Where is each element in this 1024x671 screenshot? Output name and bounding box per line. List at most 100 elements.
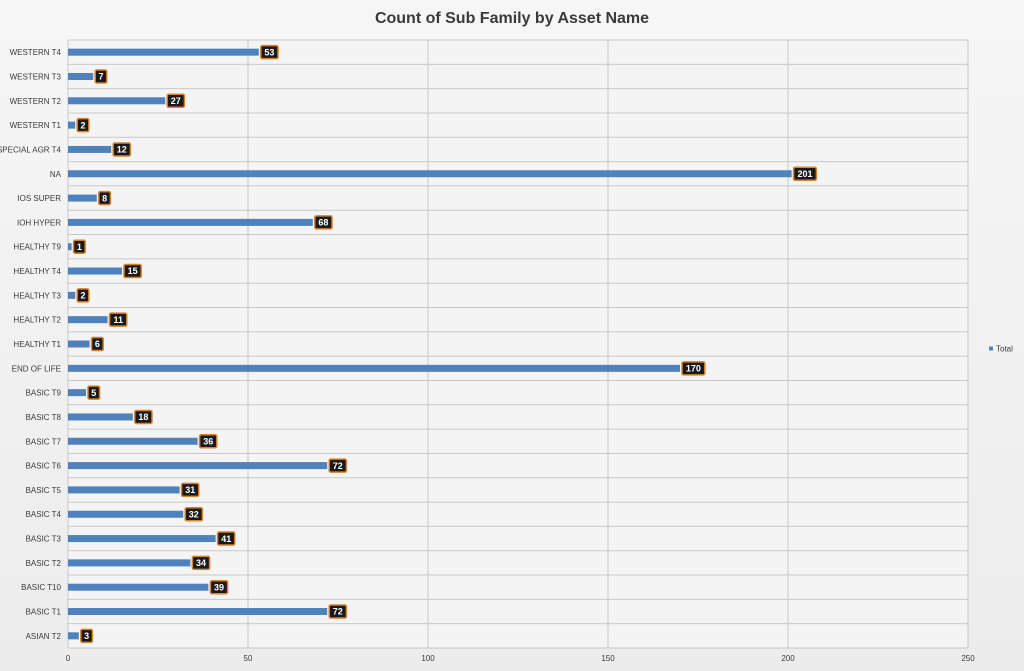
- data-label: 201: [792, 166, 818, 182]
- data-label: 31: [180, 482, 200, 498]
- data-label-box: [328, 604, 348, 619]
- bar: [68, 583, 209, 591]
- x-tick-label: 50: [244, 654, 253, 663]
- data-label: 27: [166, 93, 186, 109]
- data-label-box: [76, 117, 90, 133]
- legend-label: Total: [996, 345, 1013, 354]
- data-label-text: 18: [138, 412, 148, 422]
- data-label-box: [198, 434, 218, 449]
- data-label-box: [123, 263, 142, 279]
- data-label: 7: [94, 69, 108, 84]
- data-label-box: [72, 239, 86, 254]
- category-label: WESTERN T2: [10, 97, 62, 106]
- data-label-box: [792, 166, 818, 182]
- bar: [68, 462, 328, 470]
- data-label-box: [112, 142, 132, 157]
- data-label: 5: [87, 385, 101, 400]
- data-label: 53: [260, 44, 279, 60]
- category-label: IOH HYPER: [17, 218, 61, 227]
- bar: [68, 121, 76, 129]
- x-tick-labels: 0 50 100 150 200 250: [66, 654, 975, 663]
- category-label: IOS SUPER: [17, 194, 61, 203]
- bars: [68, 48, 792, 640]
- bar: [68, 608, 328, 616]
- bar: [68, 364, 680, 372]
- data-label-box: [209, 579, 229, 595]
- bar: [68, 267, 122, 275]
- category-label: NA: [50, 170, 62, 179]
- data-label: 36: [198, 434, 218, 449]
- category-label: WESTERN T4: [10, 48, 62, 57]
- data-label-text: 8: [102, 193, 107, 203]
- data-label: 8: [98, 190, 112, 206]
- bar: [68, 72, 94, 80]
- category-label: BASIC T3: [26, 535, 62, 544]
- bar: [68, 535, 216, 543]
- data-label-text: 170: [686, 364, 701, 374]
- data-label: 12: [112, 142, 132, 157]
- category-label: HEALTHY T9: [13, 243, 61, 252]
- data-label-box: [94, 69, 108, 84]
- data-label: 170: [681, 361, 706, 376]
- data-label-text: 32: [189, 509, 199, 519]
- data-label-box: [180, 482, 200, 498]
- data-label-box: [184, 506, 204, 522]
- data-label-text: 41: [221, 534, 231, 544]
- category-label: BASIC T5: [26, 486, 62, 495]
- bar: [68, 243, 72, 251]
- data-label-box: [98, 190, 112, 206]
- data-label-text: 2: [80, 120, 85, 130]
- bar: [68, 194, 97, 202]
- plot-background: [68, 40, 968, 648]
- data-label-text: 3: [84, 631, 89, 641]
- data-label-box: [314, 215, 333, 230]
- category-label: BASIC T9: [26, 389, 62, 398]
- legend-swatch: [989, 346, 993, 351]
- data-label-text: 27: [171, 96, 181, 106]
- data-label-text: 72: [333, 607, 343, 617]
- legend: Total: [989, 345, 1013, 354]
- data-label-box: [191, 555, 211, 571]
- category-label: BASIC T6: [26, 462, 62, 471]
- data-label-text: 7: [98, 72, 103, 82]
- data-label: 32: [184, 506, 204, 522]
- data-label-text: 31: [185, 485, 195, 495]
- x-tick-label: 150: [601, 654, 615, 663]
- data-label-box: [80, 628, 94, 644]
- data-label: 15: [123, 263, 142, 279]
- bar: [68, 170, 792, 178]
- data-label-box: [108, 312, 128, 327]
- category-label: BASIC T2: [26, 559, 62, 568]
- data-label-box: [328, 458, 348, 473]
- bar: [68, 389, 86, 397]
- data-labels: 5372721220186811521161705183672313241343…: [72, 44, 818, 644]
- plot-area: [68, 40, 968, 648]
- bar: [68, 340, 90, 348]
- data-label: 3: [80, 628, 94, 644]
- bar: [68, 291, 76, 299]
- chart-title: Count of Sub Family by Asset Name: [375, 10, 649, 27]
- data-label-text: 2: [80, 291, 85, 301]
- data-label-text: 72: [333, 461, 343, 471]
- data-label: 68: [314, 215, 333, 230]
- category-label: BASIC T8: [26, 413, 62, 422]
- category-label: HEALTHY T2: [13, 316, 61, 325]
- bar: [68, 316, 108, 324]
- data-label: 6: [90, 336, 104, 352]
- data-label-text: 6: [95, 339, 100, 349]
- bar: [68, 97, 166, 105]
- category-label: BASIC T10: [21, 583, 61, 592]
- category-label: HEALTHY T1: [13, 340, 61, 349]
- data-label-box: [87, 385, 101, 400]
- data-label-text: 34: [196, 558, 206, 568]
- data-label-text: 12: [117, 145, 127, 155]
- data-label-text: 36: [203, 436, 213, 446]
- bar: [68, 413, 133, 421]
- data-label-box: [260, 44, 279, 60]
- gridlines: [67, 40, 969, 648]
- data-label-text: 5: [91, 388, 96, 398]
- category-labels: WESTERN T4 WESTERN T3 WESTERN T2 WESTERN T1…: [0, 48, 62, 641]
- category-label: WESTERN T1: [10, 121, 62, 130]
